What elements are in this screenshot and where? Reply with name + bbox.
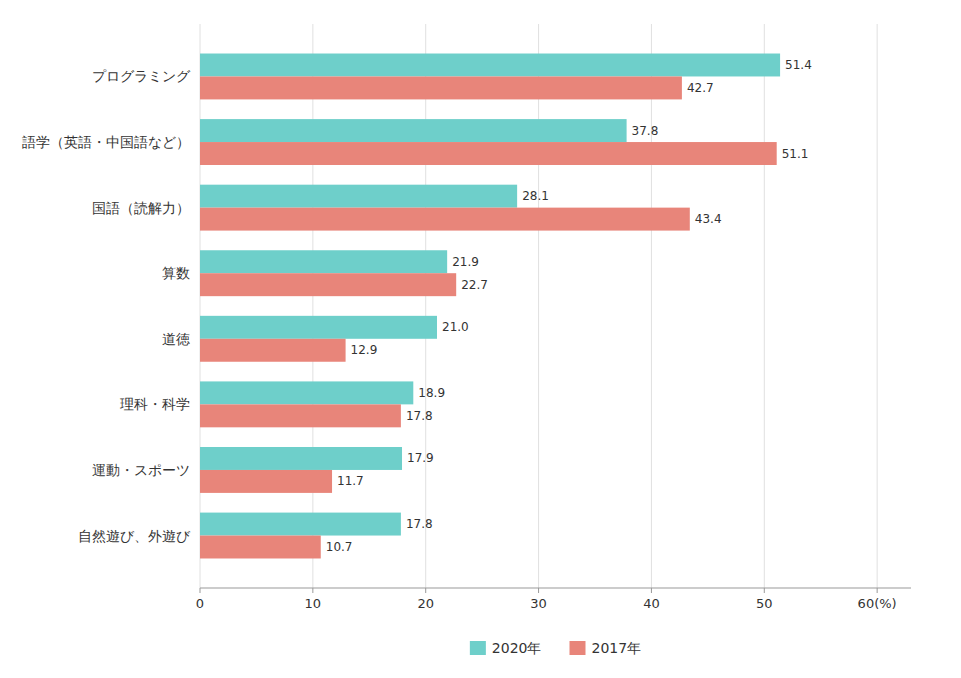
data-label: 12.9 <box>351 343 378 357</box>
bar <box>200 208 690 231</box>
bar <box>200 381 413 404</box>
x-tick <box>651 588 652 593</box>
y-tick-label: プログラミング <box>92 68 191 84</box>
data-label: 28.1 <box>522 189 549 203</box>
grid-line <box>200 24 201 588</box>
x-tick-label: 20 <box>417 596 434 611</box>
grid-line <box>651 24 652 588</box>
data-label: 22.7 <box>461 278 488 292</box>
data-label: 21.0 <box>442 320 469 334</box>
grid-line <box>764 24 765 588</box>
data-label: 18.9 <box>418 386 445 400</box>
data-label: 42.7 <box>687 81 714 95</box>
y-tick-label: 国語（読解力） <box>92 200 190 216</box>
legend-swatch <box>470 641 486 655</box>
x-tick-label: 0 <box>196 596 204 611</box>
x-tick-label: 60(%) <box>858 596 897 611</box>
x-tick-label: 30 <box>530 596 547 611</box>
x-tick-label: 50 <box>756 596 773 611</box>
legend-item: 2017年 <box>570 640 642 656</box>
y-tick-label: 語学（英語・中国語など） <box>22 134 190 150</box>
y-tick-label: 運動・スポーツ <box>92 462 190 478</box>
bar <box>200 339 346 362</box>
legend: 2020年 2017年 <box>470 640 641 656</box>
grid-line <box>312 24 313 588</box>
bar <box>200 250 447 273</box>
x-tick <box>425 588 426 593</box>
chart-container: 0 10 20 30 40 50 60(%) 自然遊び、外遊び 運動・スポーツ 理科・科学 道徳 算数… <box>0 0 961 678</box>
x-tick-label: 40 <box>643 596 660 611</box>
y-tick-label: 自然遊び、外遊び <box>78 528 191 544</box>
data-label: 37.8 <box>632 124 659 138</box>
data-label: 10.7 <box>326 540 353 554</box>
x-tick <box>877 588 878 593</box>
data-label: 17.8 <box>406 517 433 531</box>
bar <box>200 185 517 208</box>
data-label: 51.4 <box>785 58 812 72</box>
data-label: 43.4 <box>695 212 722 226</box>
x-tick <box>200 588 201 593</box>
y-tick-label: 算数 <box>162 265 190 281</box>
chart: 0 10 20 30 40 50 60(%) 自然遊び、外遊び 運動・スポーツ 理科・科学 道徳 算数… <box>0 0 961 678</box>
bar <box>200 404 401 427</box>
bar <box>200 316 437 339</box>
data-label: 17.9 <box>407 451 434 465</box>
grid: 0 10 20 30 40 50 60(%) <box>196 24 897 611</box>
data-label: 11.7 <box>337 474 364 488</box>
x-tick <box>312 588 313 593</box>
y-tick-label: 理科・科学 <box>120 396 190 412</box>
data-label: 17.8 <box>406 409 433 423</box>
x-tick <box>538 588 539 593</box>
grid-line <box>425 24 426 588</box>
bars <box>200 54 780 559</box>
legend-item: 2020年 <box>470 640 542 656</box>
legend-label: 2017年 <box>592 640 642 656</box>
x-tick-label: 10 <box>305 596 322 611</box>
data-labels: 17.8 17.9 18.9 21.0 21.9 28.1 37.8 51.4 10.7 11.7… <box>326 58 812 554</box>
bar <box>200 142 777 165</box>
x-axis-line <box>200 588 911 589</box>
legend-swatch <box>570 641 586 655</box>
x-tick <box>764 588 765 593</box>
bar <box>200 273 456 296</box>
legend-label: 2020年 <box>492 640 542 656</box>
bar <box>200 536 321 559</box>
bar <box>200 470 332 493</box>
grid-line <box>538 24 539 588</box>
data-label: 51.1 <box>782 147 809 161</box>
bar <box>200 513 401 536</box>
bar <box>200 447 402 470</box>
grid-line <box>877 24 878 588</box>
data-label: 21.9 <box>452 255 479 269</box>
bar <box>200 54 780 77</box>
y-tick-label: 道徳 <box>162 331 190 347</box>
bar <box>200 119 627 142</box>
bar <box>200 76 682 99</box>
